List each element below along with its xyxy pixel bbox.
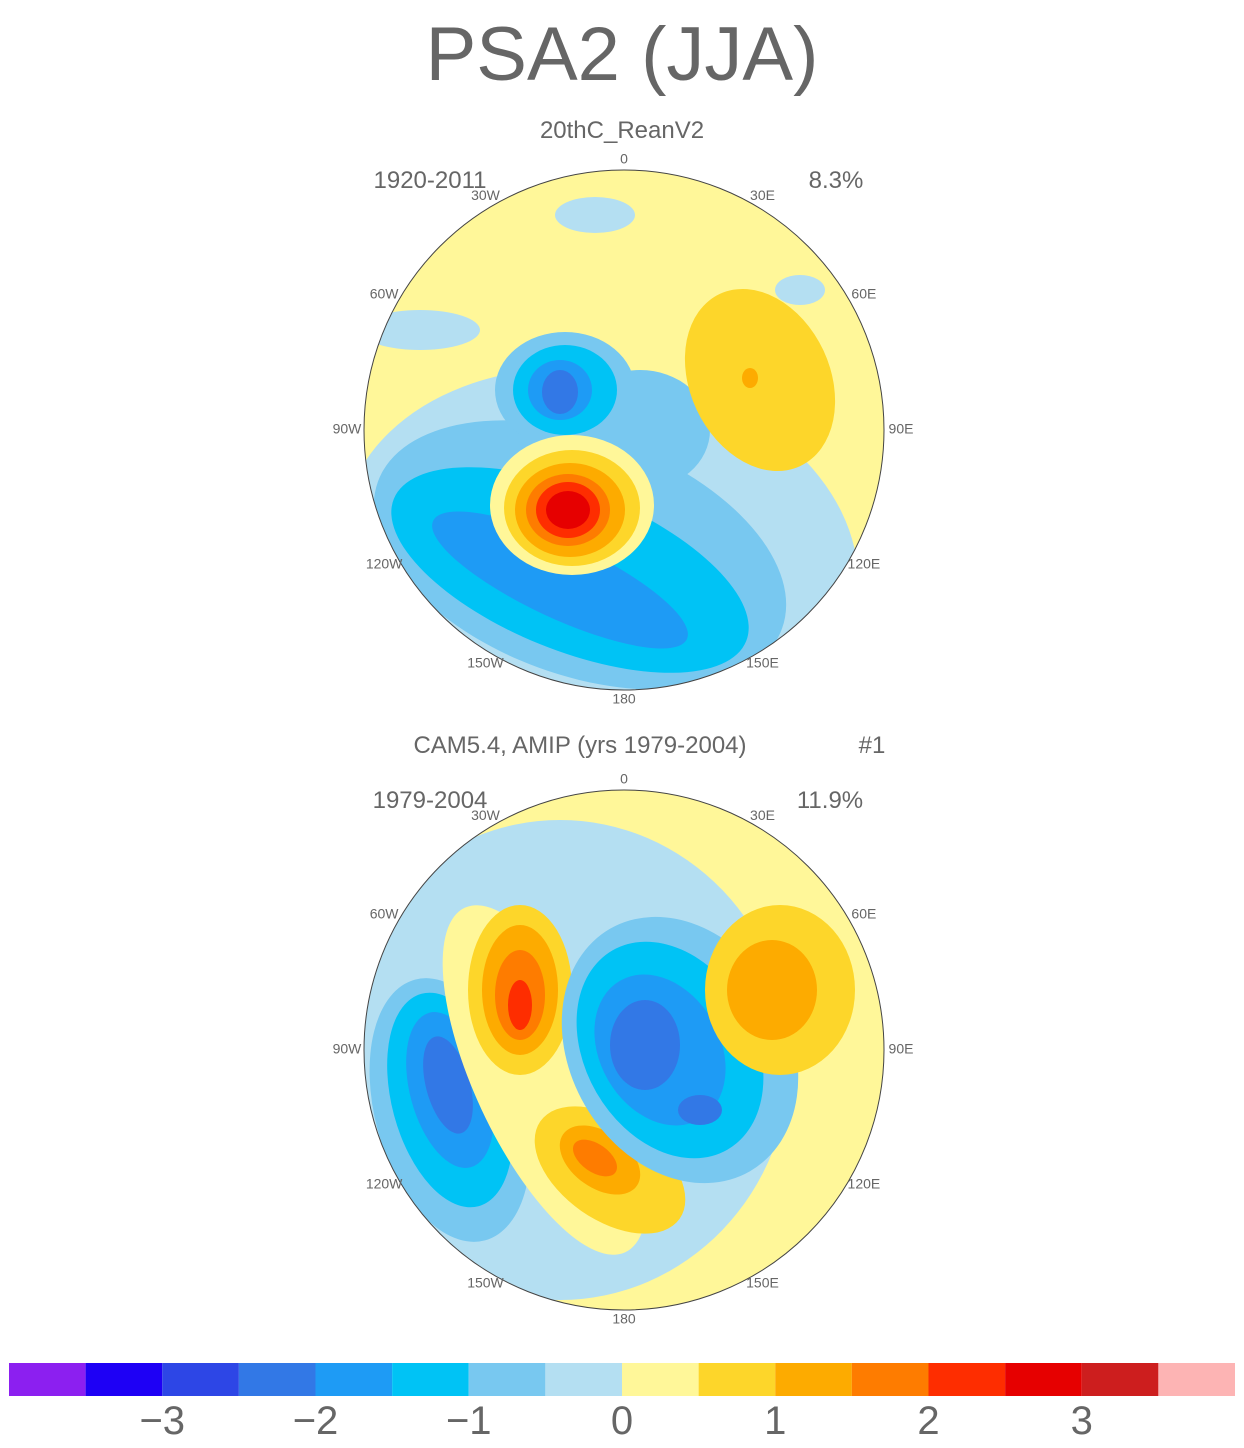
colorbar-label: −2	[293, 1399, 339, 1443]
colorbar-box	[392, 1363, 469, 1396]
period: 1979-2004	[373, 787, 488, 814]
colorbar-box	[468, 1363, 546, 1396]
colorbar-label: 2	[917, 1399, 939, 1443]
title: PSA2 (JJA)	[426, 12, 819, 97]
colorbar-box	[1158, 1363, 1235, 1396]
longitude-label: 150W	[467, 655, 504, 671]
map-frame	[363, 789, 885, 1311]
panel-title: 20thC_ReanV2	[540, 117, 704, 144]
longitude-label: 30W	[471, 807, 501, 823]
colorbar-label: 1	[764, 1399, 786, 1443]
colorbar-box	[1081, 1363, 1159, 1396]
longitude-label: 120E	[848, 556, 881, 572]
longitude-label: 150W	[467, 1275, 504, 1291]
colorbar-box	[85, 1363, 163, 1396]
longitude-label: 0	[620, 771, 628, 787]
longitude-label: 120W	[366, 1176, 403, 1192]
variance: 8.3%	[809, 167, 864, 194]
colorbar-box	[162, 1363, 239, 1396]
colorbar-label: −3	[139, 1399, 185, 1443]
colorbar-box	[1005, 1363, 1082, 1396]
longitude-label: 0	[620, 151, 628, 167]
period: 1920-2011	[374, 167, 487, 194]
longitude-label: 60W	[370, 906, 400, 922]
colorbar-box	[928, 1363, 1006, 1396]
longitude-label: 120W	[366, 556, 403, 572]
longitude-label: 90E	[889, 1041, 914, 1057]
longitude-label: 90W	[333, 1041, 363, 1057]
colorbar-label: 0	[611, 1399, 633, 1443]
run-number: #1	[859, 732, 886, 759]
map-frame	[363, 169, 885, 691]
panel-title: CAM5.4, AMIP (yrs 1979-2004)	[413, 732, 746, 759]
longitude-label: 30E	[750, 187, 775, 203]
longitude-label: 60E	[851, 906, 876, 922]
colorbar-box	[775, 1363, 852, 1396]
longitude-label: 150E	[746, 655, 779, 671]
longitude-label: 180	[612, 1311, 636, 1327]
colorbar-box	[9, 1363, 86, 1396]
longitude-labels: 0 30E 60E 90E 120E 150E 180 150W 120W 90W 60W 30W 0 3…	[333, 151, 914, 1327]
colorbar: −3 −2 −1 0 1 2 3	[9, 1363, 1235, 1443]
longitude-label: 90E	[889, 421, 914, 437]
map-panel-1	[364, 170, 884, 690]
colorbar-box	[851, 1363, 929, 1396]
colorbar-box	[315, 1363, 393, 1396]
colorbar-box	[545, 1363, 622, 1396]
longitude-label: 60E	[851, 286, 876, 302]
longitude-label: 60W	[370, 286, 400, 302]
colorbar-label: −1	[446, 1399, 492, 1443]
colorbar-label: 3	[1071, 1399, 1093, 1443]
longitude-label: 30W	[471, 187, 501, 203]
longitude-label: 150E	[746, 1275, 779, 1291]
map-panel-2	[364, 790, 884, 1310]
longitude-label: 120E	[848, 1176, 881, 1192]
longitude-label: 30E	[750, 807, 775, 823]
longitude-label: 180	[612, 691, 636, 707]
colorbar-box	[238, 1363, 316, 1396]
longitude-label: 90W	[333, 421, 363, 437]
colorbar-box	[622, 1363, 699, 1396]
colorbar-box	[698, 1363, 776, 1396]
variance: 11.9%	[797, 787, 863, 814]
